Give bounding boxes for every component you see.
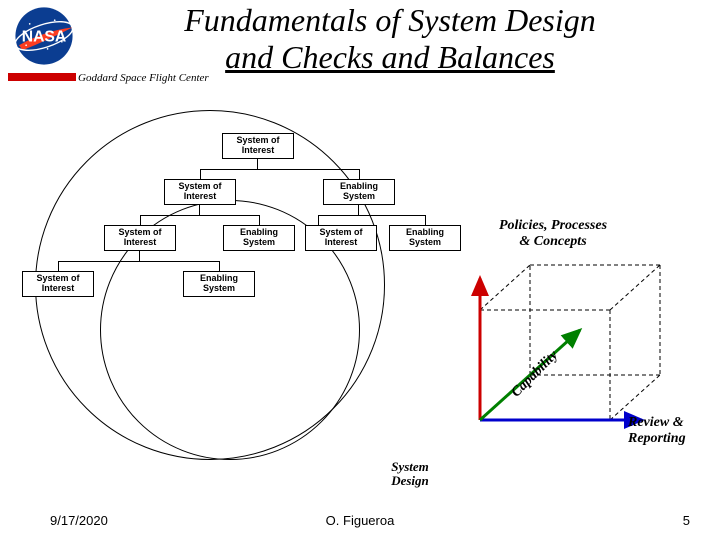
conn-r4a-up bbox=[58, 261, 59, 271]
box-r2a-label: System of Interest bbox=[169, 182, 231, 202]
page-title: Fundamentals of System Design and Checks… bbox=[110, 2, 670, 76]
box-r4b: Enabling System bbox=[183, 271, 255, 297]
conn-r3a-h bbox=[58, 261, 220, 262]
conn-r3a-down bbox=[139, 251, 140, 261]
box-r3d-label: Enabling System bbox=[394, 228, 456, 248]
title-line-1: Fundamentals of System Design bbox=[110, 2, 670, 39]
label-review-text: Review &Reporting bbox=[628, 415, 686, 446]
conn-r4b-up bbox=[219, 261, 220, 271]
box-r3c: System of Interest bbox=[305, 225, 377, 251]
title-line-2: and Checks and Balances bbox=[110, 39, 670, 76]
footer-page: 5 bbox=[683, 513, 690, 528]
box-r2b: Enabling System bbox=[323, 179, 395, 205]
conn-r3d-up bbox=[425, 215, 426, 225]
conn-r3c-up bbox=[318, 215, 319, 225]
conn-r2a-h bbox=[140, 215, 260, 216]
footer-author: O. Figueroa bbox=[0, 513, 720, 528]
conn-r2b-h bbox=[318, 215, 426, 216]
nasa-logo: NASA bbox=[8, 6, 80, 66]
conn-r1-down bbox=[257, 159, 258, 169]
slide: NASA Fundamentals of System Design and C… bbox=[0, 0, 720, 540]
box-r4b-label: Enabling System bbox=[188, 274, 250, 294]
box-r2b-label: Enabling System bbox=[328, 182, 390, 202]
box-r3a: System of Interest bbox=[104, 225, 176, 251]
conn-r2a-up bbox=[200, 169, 201, 179]
box-r2a: System of Interest bbox=[164, 179, 236, 205]
svg-text:NASA: NASA bbox=[22, 29, 67, 46]
conn-r3a-up bbox=[140, 215, 141, 225]
box-r4a: System of Interest bbox=[22, 271, 94, 297]
box-r3a-label: System of Interest bbox=[109, 228, 171, 248]
box-r3c-label: System of Interest bbox=[310, 228, 372, 248]
conn-r2b-down bbox=[358, 205, 359, 215]
label-sysdesign-text: SystemDesign bbox=[391, 459, 429, 488]
box-r4a-label: System of Interest bbox=[27, 274, 89, 294]
header-subtitle: Goddard Space Flight Center bbox=[78, 72, 209, 84]
conn-r1-h bbox=[200, 169, 360, 170]
label-sysdesign: SystemDesign bbox=[370, 460, 450, 489]
conn-r2a-down bbox=[199, 205, 200, 215]
conn-r3b-up bbox=[259, 215, 260, 225]
box-r1: System of Interest bbox=[222, 133, 294, 159]
label-policies-text: Policies, Processes & Concepts bbox=[499, 218, 607, 249]
box-r1-label: System of Interest bbox=[227, 136, 289, 156]
label-review: Review &Reporting bbox=[628, 415, 718, 447]
box-r3b: Enabling System bbox=[223, 225, 295, 251]
conn-r2b-up bbox=[359, 169, 360, 179]
label-policies: Policies, Processes & Concepts bbox=[498, 218, 608, 250]
header-red-bar bbox=[8, 73, 76, 81]
box-r3d: Enabling System bbox=[389, 225, 461, 251]
box-r3b-label: Enabling System bbox=[228, 228, 290, 248]
